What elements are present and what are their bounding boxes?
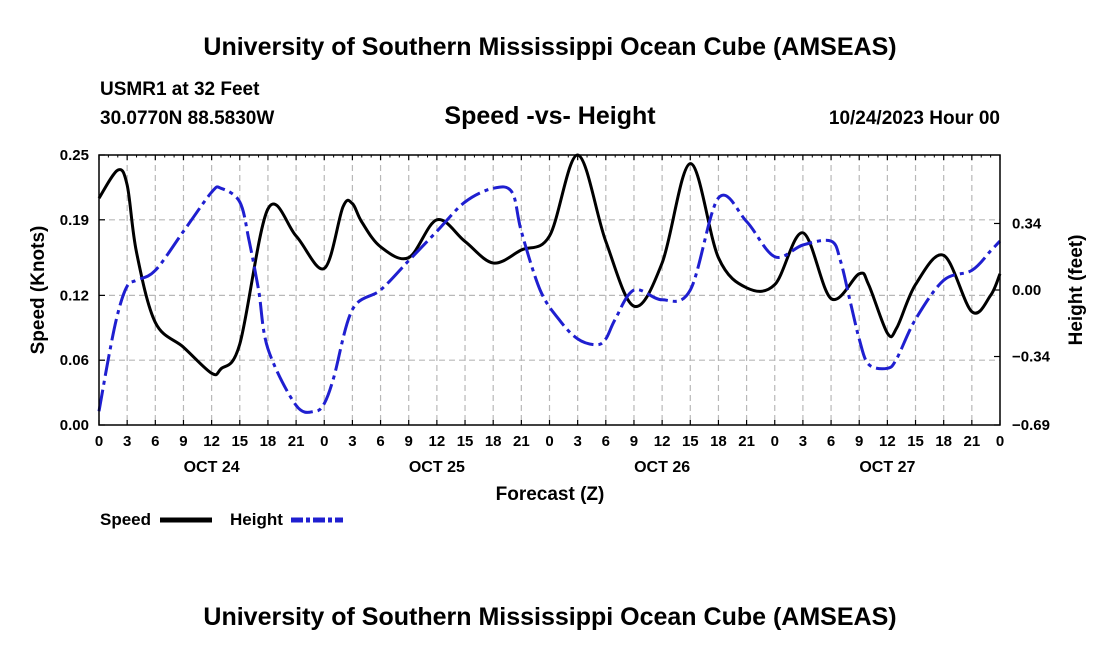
- x-tick-label: 3: [799, 433, 807, 450]
- coordinates-label: 30.0770N 88.5830W: [100, 108, 274, 129]
- x-tick-label: 6: [376, 433, 384, 450]
- chart-main-title: University of Southern Mississippi Ocean…: [203, 33, 896, 61]
- x-tick-label: 3: [123, 433, 131, 450]
- x-tick-label: 9: [179, 433, 187, 450]
- x-tick-label: 6: [827, 433, 835, 450]
- x-tick-label: 12: [429, 433, 446, 450]
- y-tick-label: 0.00: [60, 417, 89, 434]
- x-tick-label: 21: [964, 433, 981, 450]
- x-tick-label: 15: [231, 433, 248, 450]
- chart-subtitle: Speed -vs- Height: [444, 102, 656, 130]
- legend-speed-label: Speed: [100, 510, 151, 529]
- x-tick-label: 21: [738, 433, 755, 450]
- x-tick-label: 0: [996, 433, 1004, 450]
- y-axis-title: Speed (Knots): [28, 226, 49, 355]
- x-tick-label: 6: [602, 433, 610, 450]
- x-tick-label: 3: [348, 433, 356, 450]
- x-tick-label: 21: [513, 433, 530, 450]
- x-tick-label: 18: [710, 433, 727, 450]
- day-label: OCT 24: [184, 459, 240, 476]
- y2-tick-label: 0.00: [1012, 282, 1041, 299]
- x-tick-label: 12: [654, 433, 671, 450]
- x-tick-label: 15: [457, 433, 474, 450]
- y-tick-label: 0.25: [60, 147, 89, 164]
- x-tick-label: 0: [320, 433, 328, 450]
- day-label: OCT 27: [859, 459, 915, 476]
- x-tick-label: 9: [855, 433, 863, 450]
- x-tick-label: 15: [907, 433, 924, 450]
- forecast-datetime: 10/24/2023 Hour 00: [829, 108, 1000, 129]
- y2-tick-label: −0.34: [1012, 349, 1051, 366]
- y-tick-label: 0.12: [60, 287, 89, 304]
- station-label: USMR1 at 32 Feet: [100, 79, 260, 100]
- x-tick-label: 12: [203, 433, 220, 450]
- x-tick-label: 9: [405, 433, 413, 450]
- x-tick-label: 18: [260, 433, 277, 450]
- x-tick-label: 18: [935, 433, 952, 450]
- grid-layer: [99, 155, 1000, 425]
- x-tick-label: 21: [288, 433, 305, 450]
- series-layer: [97, 153, 1002, 414]
- x-tick-label: 0: [95, 433, 103, 450]
- axis-layer: 0 3 6 9 12 15 18 21 0 3 6 9 12 15 18 21 0 3 6 9 12 15 18 21 0 3 6 9…: [60, 147, 1051, 476]
- y2-axis-title: Height (feet): [1066, 235, 1087, 346]
- speed-series-line: [97, 153, 1002, 377]
- y-tick-label: 0.06: [60, 352, 89, 369]
- height-series-line: [97, 185, 1002, 414]
- x-tick-label: 18: [485, 433, 502, 450]
- x-tick-label: 6: [151, 433, 159, 450]
- y2-tick-label: 0.34: [1012, 215, 1042, 232]
- x-tick-label: 0: [545, 433, 553, 450]
- y-tick-label: 0.19: [60, 212, 89, 229]
- x-tick-label: 9: [630, 433, 638, 450]
- x-tick-label: 3: [573, 433, 581, 450]
- x-axis-title: Forecast (Z): [496, 484, 605, 505]
- footer-title: University of Southern Mississippi Ocean…: [203, 603, 896, 631]
- x-tick-label: 0: [771, 433, 779, 450]
- day-label: OCT 25: [409, 459, 465, 476]
- y2-tick-label: −0.69: [1012, 417, 1050, 434]
- legend-height-label: Height: [230, 510, 283, 529]
- x-tick-label: 12: [879, 433, 896, 450]
- day-label: OCT 26: [634, 459, 690, 476]
- x-tick-label: 15: [682, 433, 699, 450]
